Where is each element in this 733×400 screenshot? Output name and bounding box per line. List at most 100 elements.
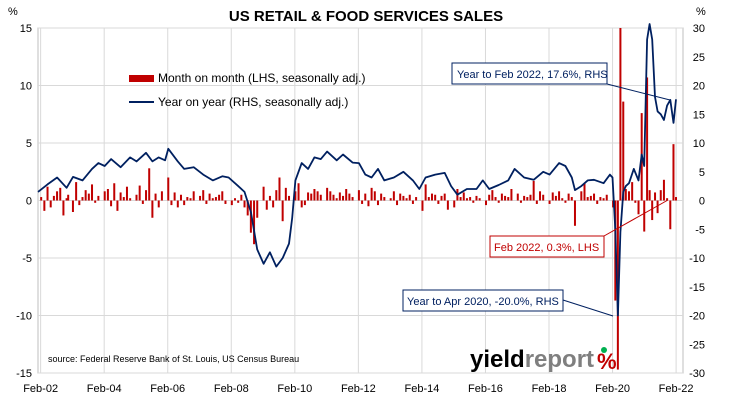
mom-bar [119, 192, 122, 201]
mom-bar [183, 200, 186, 206]
annotation-mom-feb-2022: Feb 2022, 0.3%, LHS [489, 199, 669, 258]
mom-bar [233, 198, 236, 201]
mom-bar [230, 200, 233, 206]
mom-bar [434, 194, 437, 201]
right-tick-label: -20 [689, 311, 705, 323]
right-tick-label: -25 [689, 339, 705, 351]
mom-bar [389, 198, 392, 201]
x-tick-label: Feb-12 [341, 383, 376, 395]
mom-bar [593, 193, 596, 201]
mom-bar [494, 197, 497, 201]
mom-bar [446, 200, 449, 210]
logo-percent-icon: % [597, 349, 617, 374]
x-tick-label: Feb-22 [659, 383, 694, 395]
mom-bar [440, 195, 443, 201]
left-axis: 15 10 5 0 -5 -10 -15 [16, 23, 32, 380]
mom-bar [437, 200, 440, 204]
mom-bar [523, 195, 526, 201]
right-axis-unit: % [696, 6, 706, 18]
x-axis: Feb-02 Feb-04 Feb-06 Feb-08 Feb-10 Feb-12 Feb-… [23, 383, 693, 395]
logo-dot-icon [601, 347, 607, 353]
x-tick-label: Feb-08 [214, 383, 249, 395]
mom-bar [532, 180, 535, 201]
mom-bar [81, 197, 84, 201]
mom-bar [622, 101, 625, 201]
annotation-box [451, 62, 608, 85]
mom-bar [170, 200, 173, 206]
mom-bar [361, 200, 364, 204]
right-tick-label: -30 [689, 368, 705, 380]
mom-bar [59, 187, 62, 201]
mom-bar [427, 197, 430, 201]
mom-bar [253, 200, 256, 245]
mom-bar [179, 194, 182, 201]
mom-bar [214, 197, 217, 201]
mom-bar [110, 200, 113, 207]
mom-bar [370, 187, 373, 201]
source-note: source: Federal Reserve Bank of St. Loui… [48, 354, 299, 364]
annotation-text: Feb 2022, 0.3%, LHS [494, 242, 599, 254]
mom-bar [357, 190, 360, 201]
mom-bar [319, 194, 322, 201]
mom-bar [103, 191, 106, 201]
mom-bar [67, 194, 70, 201]
mom-bar [281, 200, 284, 222]
mom-bar [265, 200, 268, 210]
mom-bar [342, 195, 345, 201]
mom-bar [651, 200, 654, 221]
mom-bar [157, 200, 160, 208]
legend: Month on month (LHS, seasonally adj.) Ye… [129, 71, 365, 109]
mom-bar [519, 200, 522, 203]
mom-bar [151, 200, 154, 218]
mom-bar [596, 200, 599, 204]
mom-bar [558, 191, 561, 201]
mom-bar [478, 198, 481, 201]
x-tick-label: Feb-16 [468, 383, 503, 395]
mom-bar [94, 200, 97, 203]
mom-bar [373, 191, 376, 201]
mom-bar [288, 195, 291, 201]
mom-bar [297, 183, 300, 201]
mom-bar [135, 194, 138, 201]
mom-bar [551, 192, 554, 201]
mom-bar [84, 190, 87, 201]
left-tick-label: 10 [20, 81, 32, 93]
mom-bar [500, 193, 503, 201]
mom-bar [564, 200, 567, 203]
mom-bar [278, 177, 281, 201]
annotation-leader [606, 83, 671, 101]
left-tick-label: 0 [26, 196, 32, 208]
chart-title: US RETAIL & FOOD SERVICES SALES [229, 8, 503, 25]
mom-bar [268, 195, 271, 201]
mom-bar [202, 190, 205, 201]
mom-bar [129, 198, 132, 201]
mom-bar [662, 179, 665, 201]
mom-bar [348, 193, 351, 201]
mom-bar [52, 195, 55, 201]
right-tick-label: 20 [693, 81, 705, 93]
mom-bar [637, 200, 640, 215]
mom-bar [586, 197, 589, 201]
annotation-yoy-feb-2022: Year to Feb 2022, 17.6%, RHS [451, 62, 671, 101]
mom-bar [580, 191, 583, 201]
mom-bar [148, 168, 151, 201]
mom-bar [646, 77, 649, 201]
mom-bar [539, 191, 542, 201]
mom-bar [284, 187, 287, 201]
mom-bar [654, 192, 657, 201]
mom-bar [310, 193, 313, 201]
right-tick-label: -10 [689, 253, 705, 265]
yoy-line [37, 23, 677, 317]
mom-bar [570, 197, 573, 201]
mom-bar [526, 197, 529, 201]
mom-bar [380, 193, 383, 201]
mom-bar [408, 194, 411, 201]
mom-bar [313, 189, 316, 201]
x-tick-label: Feb-04 [87, 383, 122, 395]
mom-bar [421, 200, 424, 211]
right-tick-label: 10 [693, 138, 705, 150]
mom-bar [208, 193, 211, 201]
mom-bar [475, 195, 478, 201]
mom-bar [145, 190, 148, 201]
